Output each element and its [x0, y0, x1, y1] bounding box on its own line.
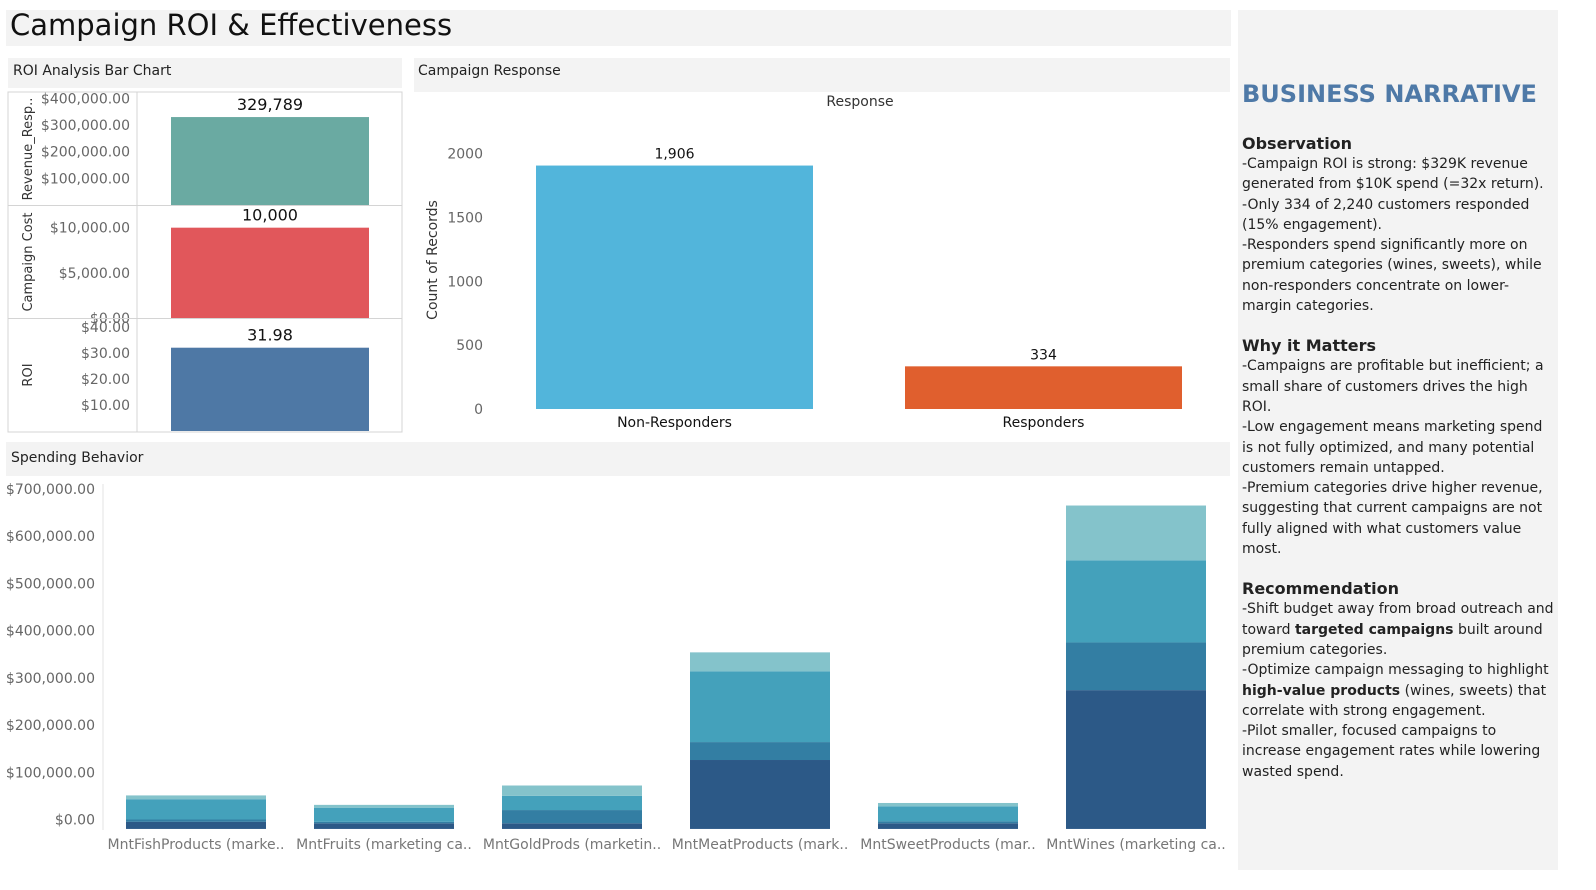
spending-bar-segment: [878, 806, 1018, 822]
roi-bar-label: 10,000: [242, 206, 298, 225]
spending-bar-segment: [1066, 642, 1206, 691]
response-bar-label: 334: [1030, 347, 1057, 363]
narrative-text-run: -Campaign ROI is strong: $329K revenue g…: [1242, 156, 1544, 315]
spending-bar-segment: [502, 795, 642, 811]
response-panel-header: Campaign Response: [414, 58, 1230, 92]
spending-tick-label: $300,000.00: [6, 671, 95, 687]
spending-tick-label: $500,000.00: [6, 576, 95, 592]
roi-tick-label: $200,000.00: [41, 145, 130, 161]
response-category-label: Non-Responders: [617, 415, 732, 431]
response-tick-label: 0: [474, 402, 483, 418]
narrative-text-run: -Shift budget away from broad outreach a…: [1242, 601, 1554, 638]
spending-panel-header: Spending Behavior: [6, 442, 1230, 476]
spending-bar-segment: [126, 819, 266, 822]
spending-bar-segment: [1066, 560, 1206, 643]
spending-category-label: MntFishProducts (marke..: [108, 837, 285, 853]
response-tick-label: 1500: [447, 210, 483, 226]
response-bar: [536, 165, 813, 409]
spending-bar-segment: [314, 823, 454, 829]
roi-axis-label: Revenue_Resp..: [21, 98, 36, 201]
roi-bar-label: 329,789: [237, 95, 303, 114]
roi-tick-label: $100,000.00: [41, 171, 130, 187]
response-chart-title: Response: [826, 94, 893, 110]
spending-tick-label: $0.00: [55, 813, 95, 829]
response-tick-label: 500: [456, 338, 483, 354]
narrative-panel: [1238, 10, 1558, 870]
narrative-text-run: -Campaigns are profitable but inefficien…: [1242, 358, 1544, 558]
roi-bar: [171, 227, 369, 318]
response-tick-label: 2000: [447, 147, 483, 163]
spending-bar-segment: [878, 802, 1018, 807]
spending-bar-segment: [1066, 505, 1206, 561]
spending-bar-segment: [878, 823, 1018, 829]
roi-tick-label: $40.00: [81, 320, 130, 336]
title-bar: [6, 10, 1231, 46]
spending-tick-label: $600,000.00: [6, 529, 95, 545]
roi-tick-label: $10,000.00: [50, 221, 130, 237]
spending-bar-segment: [502, 785, 642, 796]
narrative-body: Observation -Campaign ROI is strong: $329…: [1242, 134, 1554, 802]
spending-bar-segment: [878, 821, 1018, 824]
response-tick-label: 1000: [447, 274, 483, 290]
spending-bar-segment: [314, 821, 454, 824]
narrative-section-text: -Shift budget away from broad outreach a…: [1242, 599, 1554, 782]
spending-bar-segment: [314, 807, 454, 822]
spending-bar-segment: [126, 821, 266, 829]
response-y-axis-label: Count of Records: [425, 200, 441, 320]
spending-bar-segment: [502, 823, 642, 829]
roi-panel-title: ROI Analysis Bar Chart: [13, 63, 172, 79]
spending-behavior-chart: $0.00 $100,000.00 $200,000.00 $300,000.00 $4…: [6, 482, 1226, 853]
roi-axis-label: ROI: [21, 363, 36, 386]
spending-bar-segment: [690, 760, 830, 829]
campaign-response-chart: Response Count of Records 0 500 1000 1500 2000…: [425, 94, 1182, 431]
roi-tick-label: $30.00: [81, 346, 130, 362]
spending-bar-segment: [126, 795, 266, 800]
roi-analysis-chart: $100,000.00 $200,000.00 $300,000.00 $400,00…: [7, 91, 403, 433]
dashboard-title: Campaign ROI & Effectiveness: [10, 8, 453, 42]
spending-category-label: MntFruits (marketing ca..: [296, 837, 472, 853]
spending-bar-segment: [126, 799, 266, 820]
narrative-section-text: -Campaign ROI is strong: $329K revenue g…: [1242, 154, 1554, 316]
spending-bar-segment: [314, 804, 454, 808]
roi-frame: [7, 91, 403, 433]
roi-bar: [171, 117, 369, 205]
spending-bar-segment: [690, 742, 830, 761]
spending-tick-label: $700,000.00: [6, 482, 95, 498]
response-category-label: Responders: [1003, 415, 1085, 431]
response-bar-label: 1,906: [654, 147, 694, 163]
spending-tick-label: $400,000.00: [6, 624, 95, 640]
narrative-text-run: built around premium categories. -Optimi…: [1242, 621, 1549, 679]
narrative-section-heading: Recommendation: [1242, 579, 1399, 599]
spending-panel-title: Spending Behavior: [11, 450, 144, 466]
response-bar: [905, 366, 1182, 409]
spending-bar-segment: [502, 810, 642, 824]
roi-tick-label: $10.00: [81, 398, 130, 414]
narrative-emphasis: targeted campaigns: [1294, 621, 1454, 638]
roi-panel-header: ROI Analysis Bar Chart: [8, 58, 402, 88]
narrative-section-text: -Campaigns are profitable but inefficien…: [1242, 356, 1554, 559]
spending-tick-label: $200,000.00: [6, 718, 95, 734]
roi-bar-label: 31.98: [247, 326, 293, 345]
roi-tick-label: $5,000.00: [59, 266, 130, 282]
spending-category-label: MntMeatProducts (mark..: [672, 837, 849, 853]
roi-bar: [171, 347, 369, 431]
roi-tick-label: $20.00: [81, 372, 130, 388]
narrative-text-run: (wines, sweets) that correlate with stro…: [1242, 682, 1547, 780]
spending-category-label: MntWines (marketing ca..: [1046, 837, 1226, 853]
response-panel-title: Campaign Response: [418, 63, 561, 79]
spending-bar-segment: [690, 652, 830, 672]
spending-category-label: MntSweetProducts (mar..: [860, 837, 1035, 853]
spending-bar-segment: [690, 671, 830, 743]
spending-tick-label: $100,000.00: [6, 765, 95, 781]
roi-tick-label: $400,000.00: [41, 91, 130, 107]
narrative-emphasis: high-value products: [1242, 682, 1401, 699]
narrative-section-heading: Why it Matters: [1242, 336, 1377, 356]
narrative-title: BUSINESS NARRATIVE: [1242, 80, 1537, 108]
spending-category-label: MntGoldProds (marketin..: [483, 837, 661, 853]
roi-tick-label: $300,000.00: [41, 118, 130, 134]
spending-bar-segment: [1066, 690, 1206, 829]
narrative-section-heading: Observation: [1242, 134, 1353, 153]
roi-axis-label: Campaign Cost: [21, 212, 36, 311]
